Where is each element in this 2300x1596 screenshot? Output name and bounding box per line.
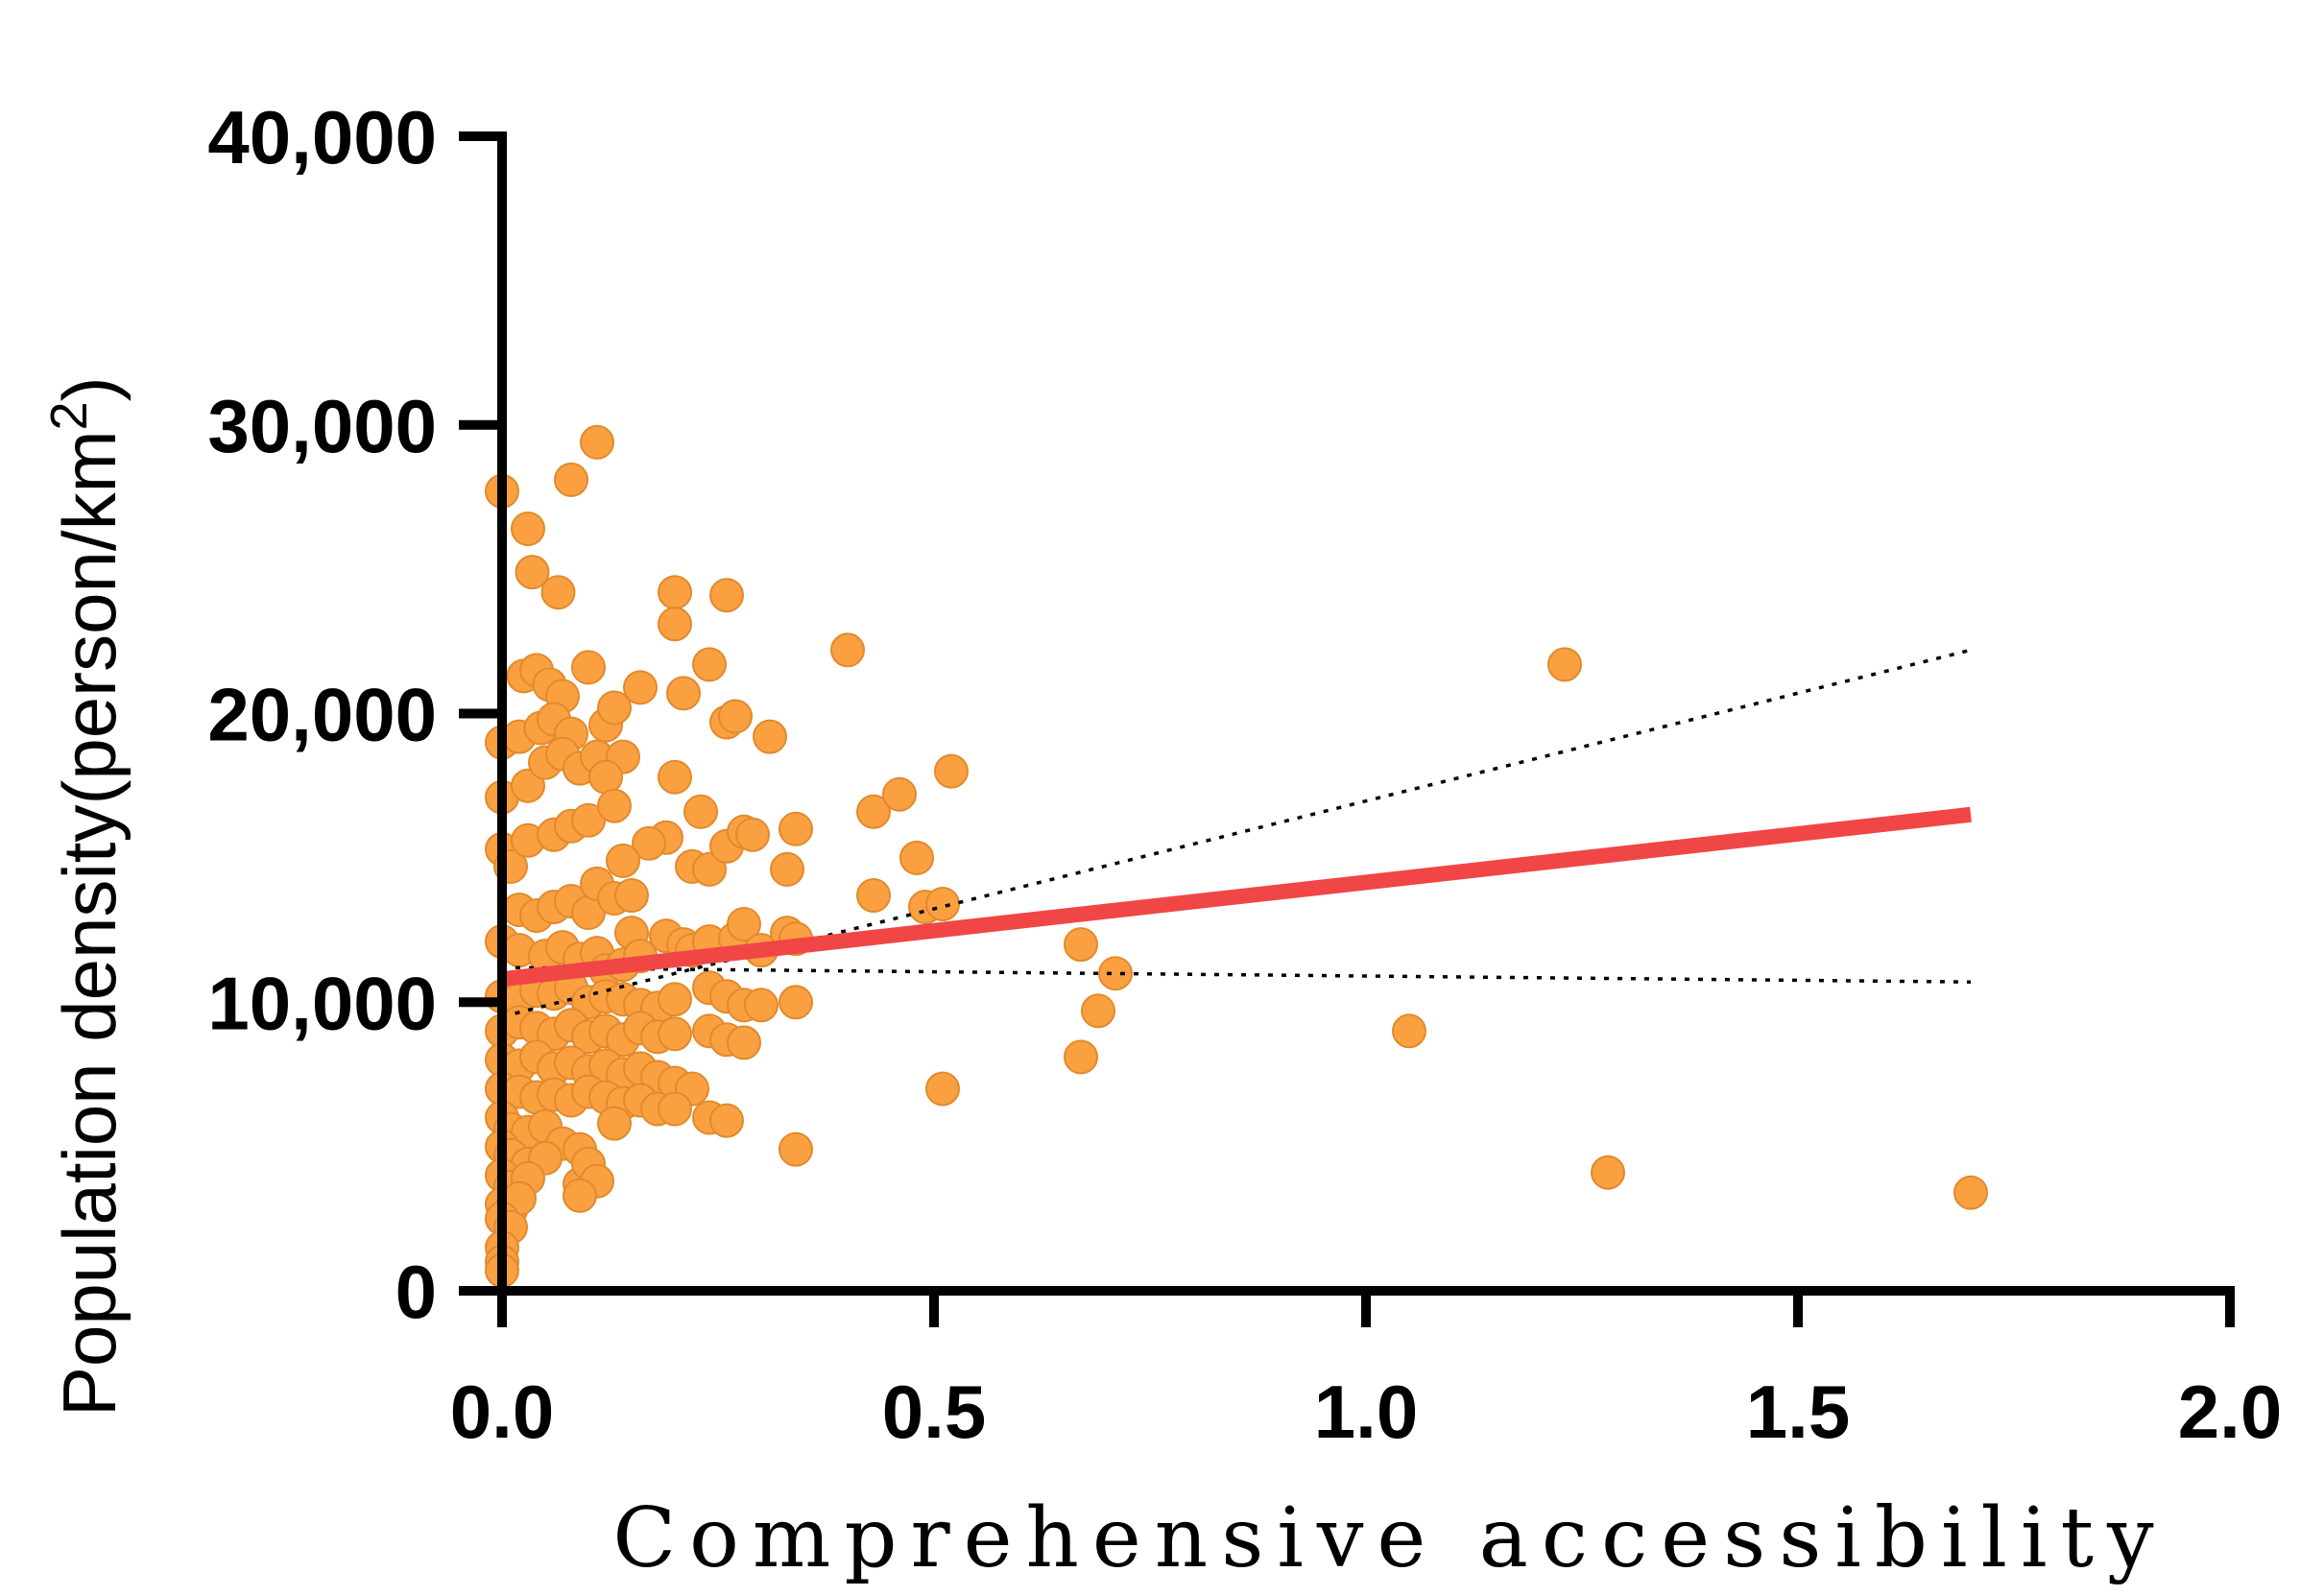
data-point-46 [779,811,813,846]
data-points [485,424,1988,1288]
data-point-174 [1081,993,1115,1029]
data-point-143 [709,1103,744,1138]
confidence-band-lower [501,965,1972,984]
data-point-173 [1098,956,1133,991]
data-point-53 [925,887,960,921]
data-point-51 [856,878,891,913]
y-tick-label-2: 20,000 [207,673,437,757]
y-axis-title-close: ) [47,376,132,401]
data-point-36 [658,759,692,795]
ticks: 0.0 0.5 1.0 1.5 2.0 0 10,000 20,000 30,000 40,000 [207,95,2282,1454]
data-point-172 [1064,927,1098,963]
data-point-32 [718,699,753,734]
data-point-28 [666,676,701,711]
data-point-1 [511,512,545,546]
data-point-179 [1953,1175,1988,1210]
data-point-104 [779,985,813,1020]
data-point-150 [597,1106,632,1141]
data-point-60 [588,759,623,795]
y-tick-label-3: 30,000 [207,384,437,468]
regression-fit-line [501,806,1972,988]
data-point-25 [623,670,658,705]
data-point-118 [727,1025,761,1060]
regression-lines [501,648,1972,1018]
data-point-115 [658,1016,692,1052]
data-point-59 [571,802,606,838]
y-axis-title: Population density(person/km2) [40,376,132,1417]
data-point-48 [882,776,917,812]
data-point-177 [1547,647,1582,682]
data-point-47 [856,794,891,829]
data-point-37 [683,794,718,829]
data-point-161 [563,1178,597,1213]
data-point-5 [580,424,614,460]
data-point-19 [511,768,545,803]
confidence-band-upper [501,648,1972,1018]
y-tick-label-4: 40,000 [207,95,437,179]
y-tick-label-0: 0 [395,1250,437,1334]
y-axis-title-superscript: 2 [40,401,98,430]
x-tick-label-3: 1.5 [1746,1370,1850,1454]
y-tick-label-1: 10,000 [207,961,437,1045]
data-point-176 [1392,1013,1426,1049]
data-point-61 [597,788,632,823]
data-point-49 [899,840,934,875]
data-point-50 [770,851,804,887]
data-point-45 [735,817,770,852]
data-point-30 [709,578,744,613]
x-tick-label-2: 1.0 [1314,1370,1418,1454]
data-point-175 [1064,1039,1098,1075]
data-point-40 [606,843,640,878]
data-point-29 [692,647,727,682]
data-point-9 [571,650,606,685]
data-point-27 [658,607,692,642]
data-point-17 [597,690,632,726]
data-point-2 [515,555,550,590]
data-point-3 [540,575,576,610]
x-tick-label-1: 0.5 [882,1370,986,1454]
data-point-170 [779,1131,813,1167]
x-axis-title: Comprehensive accessibility [612,1490,2167,1586]
data-point-26 [658,575,692,610]
data-point-34 [830,632,865,668]
data-point-42 [692,851,727,887]
data-point-39 [632,825,666,861]
data-point-4 [554,462,588,497]
data-point-69 [614,878,649,913]
data-point-141 [658,1091,692,1127]
data-point-171 [925,1071,960,1107]
axes [497,131,2235,1296]
x-tick-label-4: 2.0 [2178,1370,2282,1454]
data-point-103 [744,988,779,1023]
data-point-33 [753,719,787,754]
x-tick-label-0: 0.0 [450,1370,554,1454]
y-axis-title-main: Population density(person/km [47,430,132,1417]
data-point-99 [658,982,692,1017]
data-point-35 [934,753,969,789]
data-point-178 [1591,1155,1625,1190]
data-point-76 [727,907,761,941]
